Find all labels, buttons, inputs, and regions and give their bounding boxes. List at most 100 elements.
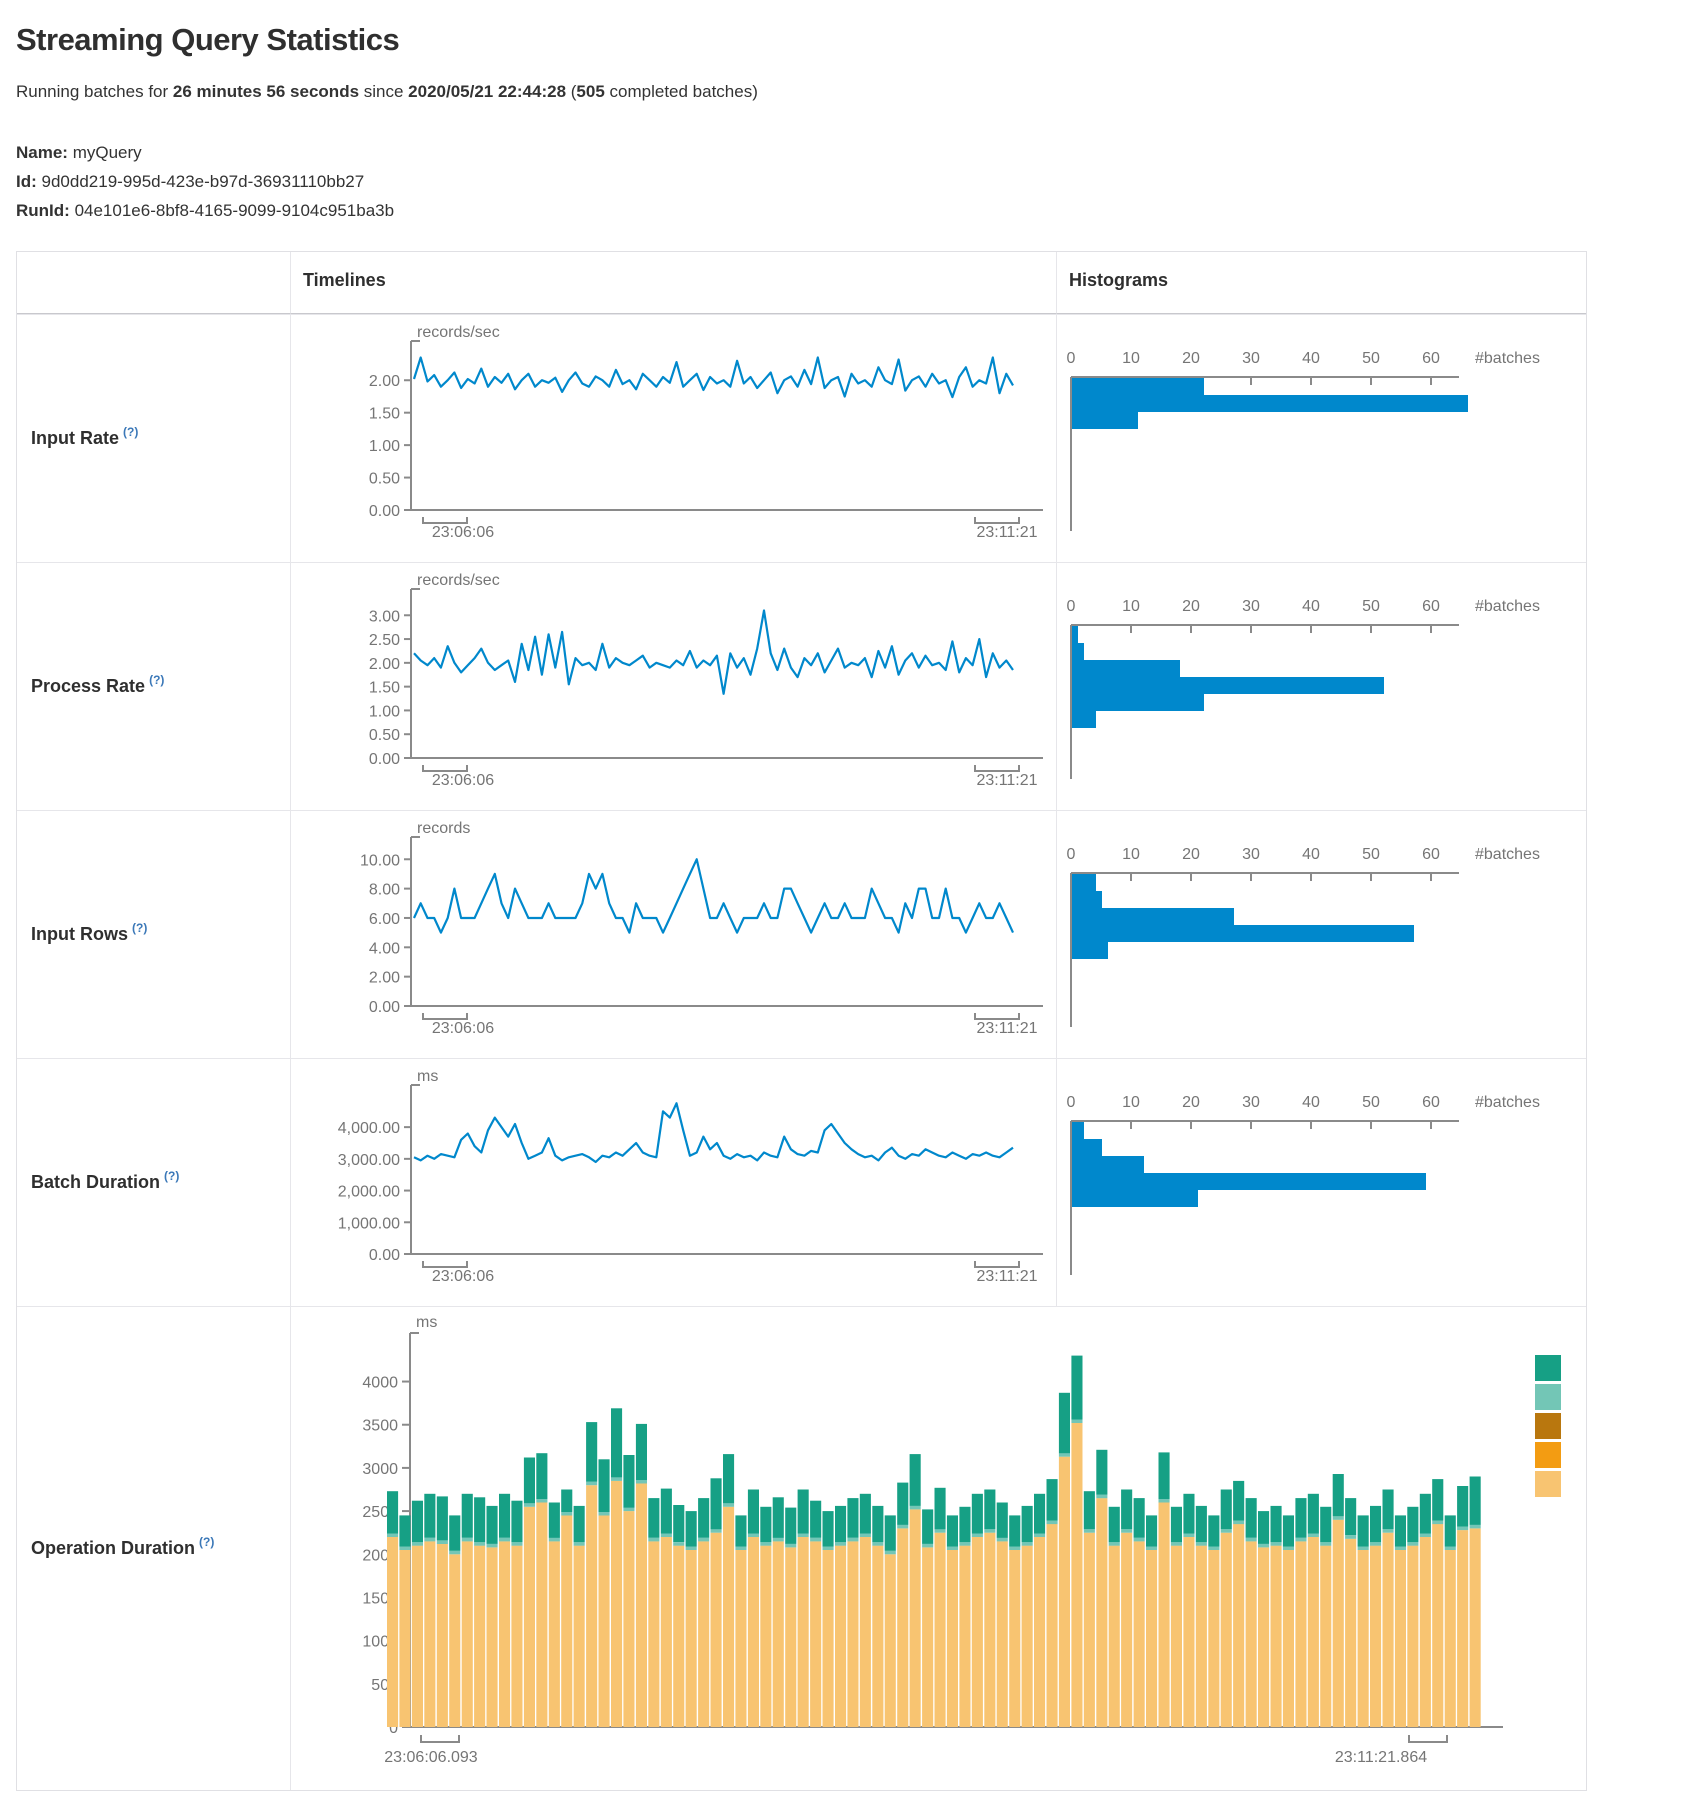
svg-text:23:06:06: 23:06:06 <box>432 524 494 541</box>
svg-text:23:11:21: 23:11:21 <box>976 1268 1037 1285</box>
svg-text:23:11:21: 23:11:21 <box>976 524 1037 541</box>
input-rate-help-icon[interactable]: (?) <box>123 424 139 439</box>
process-rate-timeline-cell: records/sec 3.00 2.50 2.00 1.50 1.00 0.50 0.00 2… <box>290 562 1056 810</box>
svg-text:4000: 4000 <box>362 1375 398 1392</box>
svg-text:10: 10 <box>1122 350 1140 367</box>
svg-text:2.00: 2.00 <box>369 656 400 673</box>
svg-text:23:06:06.093: 23:06:06.093 <box>384 1749 478 1766</box>
completed-batches-count: 505 <box>576 82 605 101</box>
svg-text:30: 30 <box>1242 1094 1260 1111</box>
svg-text:50: 50 <box>1362 846 1380 863</box>
svg-text:60: 60 <box>1422 1094 1440 1111</box>
corner-header-cell <box>17 252 290 314</box>
svg-text:0: 0 <box>1067 1094 1076 1111</box>
svg-text:23:11:21: 23:11:21 <box>976 1020 1037 1037</box>
svg-text:23:11:21: 23:11:21 <box>976 772 1037 789</box>
id-label: Id: <box>16 172 37 191</box>
svg-text:1.50: 1.50 <box>369 680 400 697</box>
svg-text:50: 50 <box>1362 1094 1380 1111</box>
svg-text:60: 60 <box>1422 598 1440 615</box>
svg-text:23:06:06: 23:06:06 <box>432 1020 494 1037</box>
operation-duration-chart-cell: ms 4000 3500 3000 2500 2000 1500 1000 500 0 23:06:… <box>290 1306 1586 1790</box>
svg-text:0.00: 0.00 <box>369 751 400 768</box>
svg-text:0.00: 0.00 <box>369 999 400 1016</box>
running-duration: 26 minutes 56 seconds <box>172 82 360 101</box>
legend-swatch <box>1535 1471 1561 1497</box>
input-rows-help-icon[interactable]: (?) <box>132 920 148 935</box>
svg-text:1.00: 1.00 <box>369 438 400 455</box>
svg-text:40: 40 <box>1302 1094 1320 1111</box>
svg-text:40: 40 <box>1302 846 1320 863</box>
legend-swatch <box>1535 1384 1561 1410</box>
input-rate-histogram-chart: 0 10 20 30 40 50 60 #batches <box>1067 350 1540 531</box>
row-label-input-rows: Input Rows (?) <box>17 810 290 1058</box>
batch-duration-timeline-cell: ms 4,000.00 3,000.00 2,000.00 1,000.00 0.00 23… <box>290 1058 1056 1306</box>
legend-swatch <box>1535 1355 1561 1381</box>
svg-text:#batches: #batches <box>1475 350 1540 367</box>
id-value: 9d0dd219-995d-423e-b97d-36931110bb27 <box>41 172 365 191</box>
svg-text:1.00: 1.00 <box>369 703 400 720</box>
operation-duration-stacked-chart: ms4000350030002500200015001000500023:06:… <box>362 1314 1561 1766</box>
svg-text:0.00: 0.00 <box>369 1247 400 1264</box>
svg-text:0.50: 0.50 <box>369 727 400 744</box>
svg-text:23:06:06: 23:06:06 <box>432 772 494 789</box>
input-rows-timeline-chart: records 10.00 8.00 6.00 4.00 2.00 0.00 23:06:06… <box>360 820 1043 1037</box>
input-rate-histogram-cell: 0 10 20 30 40 50 60 #batches <box>1056 314 1586 562</box>
input-rows-histogram-cell: 0 10 20 30 40 50 60 #batches <box>1056 810 1586 1058</box>
svg-text:23:06:06: 23:06:06 <box>432 1268 494 1285</box>
process-rate-timeline-chart: records/sec 3.00 2.50 2.00 1.50 1.00 0.50 0.00 2… <box>369 572 1043 789</box>
runid-label: RunId: <box>16 201 70 220</box>
batch-duration-timeline-chart: ms 4,000.00 3,000.00 2,000.00 1,000.00 0.00 23… <box>338 1068 1043 1285</box>
process-rate-histogram-cell: 0 10 20 30 40 50 60 #batches <box>1056 562 1586 810</box>
svg-text:40: 40 <box>1302 350 1320 367</box>
svg-text:40: 40 <box>1302 598 1320 615</box>
input-rate-timeline-chart: records/sec 2.00 1.50 1.00 0.50 0.00 23:06:06 2… <box>369 324 1043 541</box>
svg-text:50: 50 <box>1362 350 1380 367</box>
svg-text:#batches: #batches <box>1475 598 1540 615</box>
start-timestamp: 2020/05/21 22:44:28 <box>408 82 567 101</box>
legend-swatch <box>1535 1413 1561 1439</box>
svg-text:20: 20 <box>1182 350 1200 367</box>
svg-text:3000: 3000 <box>362 1461 398 1478</box>
svg-text:4,000.00: 4,000.00 <box>338 1120 400 1137</box>
histograms-column-header: Histograms <box>1056 252 1586 314</box>
process-rate-help-icon[interactable]: (?) <box>149 672 165 687</box>
svg-text:20: 20 <box>1182 598 1200 615</box>
svg-text:50: 50 <box>1362 598 1380 615</box>
svg-text:30: 30 <box>1242 350 1260 367</box>
name-value: myQuery <box>72 143 142 162</box>
svg-text:8.00: 8.00 <box>369 882 400 899</box>
svg-text:30: 30 <box>1242 598 1260 615</box>
svg-text:10: 10 <box>1122 846 1140 863</box>
query-runid-row: RunId: 04e101e6-8bf8-4165-9099-9104c951b… <box>16 196 1677 225</box>
row-label-input-rate: Input Rate (?) <box>17 314 290 562</box>
query-meta: Name: myQuery Id: 9d0dd219-995d-423e-b97… <box>16 138 1677 225</box>
operation-duration-help-icon[interactable]: (?) <box>199 1534 215 1549</box>
svg-text:records/sec: records/sec <box>417 324 500 341</box>
name-label: Name: <box>16 143 68 162</box>
svg-text:2.00: 2.00 <box>369 373 400 390</box>
process-rate-histogram-chart: 0 10 20 30 40 50 60 #batches <box>1067 598 1540 779</box>
svg-text:0: 0 <box>1067 598 1076 615</box>
svg-text:records: records <box>417 820 470 837</box>
svg-text:0: 0 <box>1067 350 1076 367</box>
svg-text:1.50: 1.50 <box>369 406 400 423</box>
row-label-batch-duration: Batch Duration (?) <box>17 1058 290 1306</box>
svg-text:2,000.00: 2,000.00 <box>338 1184 400 1201</box>
svg-text:4.00: 4.00 <box>369 940 400 957</box>
row-label-process-rate: Process Rate (?) <box>17 562 290 810</box>
svg-text:#batches: #batches <box>1475 846 1540 863</box>
svg-text:2.50: 2.50 <box>369 632 400 649</box>
svg-text:10: 10 <box>1122 1094 1140 1111</box>
svg-text:3.00: 3.00 <box>369 608 400 625</box>
svg-text:60: 60 <box>1422 350 1440 367</box>
svg-text:60: 60 <box>1422 846 1440 863</box>
batch-duration-histogram-chart: 0 10 20 30 40 50 60 #batches <box>1067 1094 1540 1275</box>
input-rate-timeline-cell: records/sec 2.00 1.50 1.00 0.50 0.00 23:06:06 2… <box>290 314 1056 562</box>
svg-text:3500: 3500 <box>362 1418 398 1435</box>
batch-duration-help-icon[interactable]: (?) <box>164 1168 180 1183</box>
svg-text:10.00: 10.00 <box>360 852 400 869</box>
row-label-operation-duration: Operation Duration (?) <box>17 1306 290 1790</box>
svg-text:0: 0 <box>1067 846 1076 863</box>
